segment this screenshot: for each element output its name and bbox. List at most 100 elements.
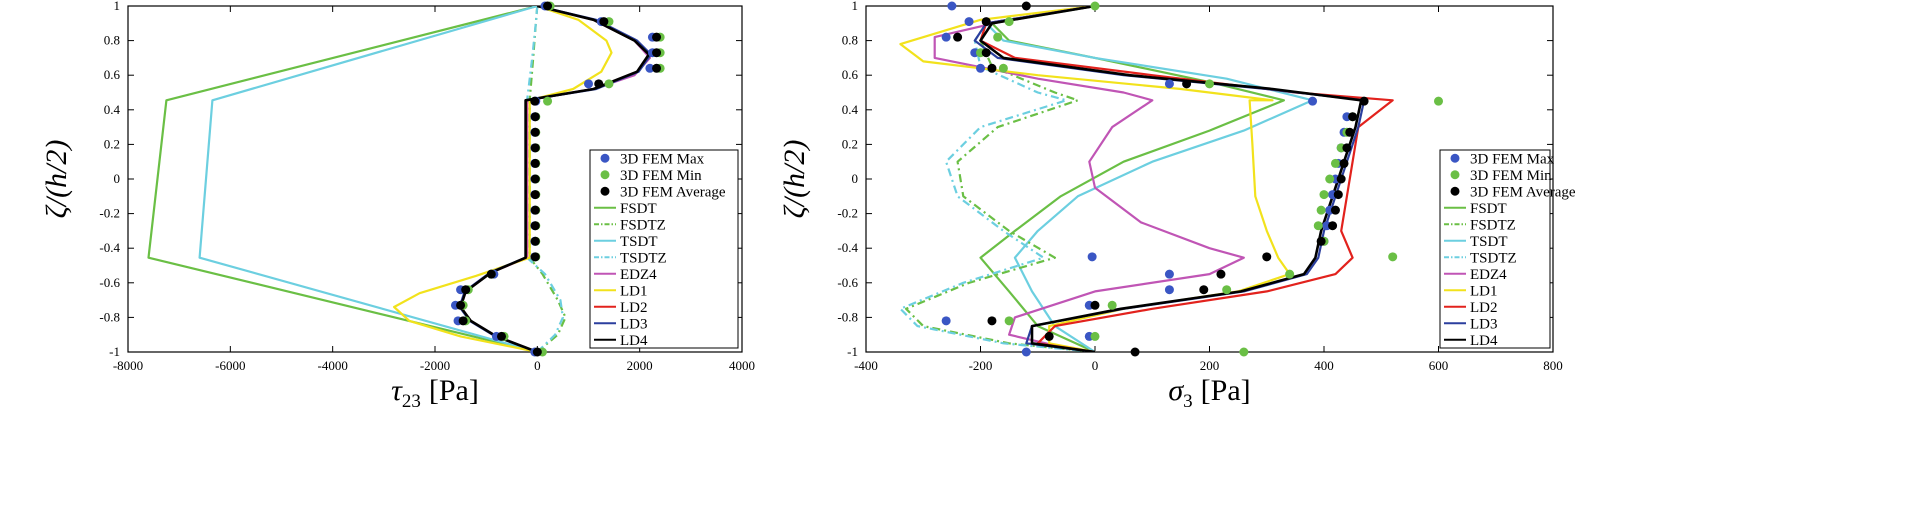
marker-3d-fem-max xyxy=(947,1,957,11)
marker-3d-fem-average xyxy=(652,48,662,58)
marker-3d-fem-min xyxy=(1330,158,1340,168)
marker-3d-fem-average xyxy=(981,48,991,58)
series-line-fsdt xyxy=(147,6,538,352)
marker-3d-fem-max xyxy=(964,17,974,27)
marker-3d-fem-average xyxy=(530,221,540,231)
marker-3d-fem-average xyxy=(1348,112,1358,122)
legend-label: LD3 xyxy=(620,316,648,332)
legend-marker xyxy=(1450,170,1460,180)
legend-label: 3D FEM Average xyxy=(1470,184,1576,200)
y-tick-label: -0.2 xyxy=(837,206,858,221)
y-tick-label: 0.8 xyxy=(104,33,120,48)
marker-3d-fem-average xyxy=(532,347,542,357)
marker-3d-fem-average xyxy=(1044,331,1054,341)
x-tick-label: -4000 xyxy=(317,358,347,373)
x-tick-label: 200 xyxy=(1200,358,1220,373)
marker-3d-fem-average xyxy=(1316,236,1326,246)
x-tick-label: 4000 xyxy=(729,358,755,373)
series-line-tsdt xyxy=(198,6,538,352)
marker-3d-fem-min xyxy=(1388,252,1398,262)
marker-3d-fem-max xyxy=(584,79,593,89)
marker-3d-fem-average xyxy=(1199,285,1209,295)
marker-3d-fem-max xyxy=(1164,285,1174,295)
x-tick-label: 400 xyxy=(1314,358,1334,373)
legend-label: LD2 xyxy=(1470,300,1498,316)
marker-3d-fem-average xyxy=(599,17,609,27)
legend-label: LD4 xyxy=(1470,333,1498,349)
y-tick-label: 0.6 xyxy=(842,67,859,82)
marker-3d-fem-average xyxy=(1328,221,1338,231)
y-tick-label: -0.8 xyxy=(837,309,858,324)
y-tick-label: 0.6 xyxy=(104,67,121,82)
chart-sigma3: -400 -200 0 200 400 600 800 -1 -0.8 -0.6 -0.4 -0.2 0… xyxy=(778,0,1576,412)
marker-3d-fem-average xyxy=(530,190,540,200)
marker-3d-fem-average xyxy=(594,79,604,89)
x-tick-label: -400 xyxy=(854,358,878,373)
marker-3d-fem-average xyxy=(497,331,507,341)
legend-label: TSDTZ xyxy=(1470,250,1517,266)
marker-3d-fem-min xyxy=(1285,269,1295,279)
marker-3d-fem-average xyxy=(1342,143,1352,153)
x-axis-label: τ23 [Pa] xyxy=(391,374,479,412)
marker-3d-fem-average xyxy=(1090,300,1100,310)
y-tick-label: 0.4 xyxy=(842,102,859,117)
series-line-ld1 xyxy=(393,6,613,352)
marker-3d-fem-max xyxy=(1308,96,1318,106)
legend-label: FSDTZ xyxy=(620,217,666,233)
marker-3d-fem-average xyxy=(530,96,540,106)
legend-label: 3D FEM Min xyxy=(620,168,702,184)
marker-3d-fem-average xyxy=(1336,174,1346,184)
marker-3d-fem-min xyxy=(998,63,1008,73)
legend-label: TSDT xyxy=(1470,234,1508,250)
legend-label: LD4 xyxy=(620,333,648,349)
y-tick-label: 0.4 xyxy=(104,102,121,117)
y-axis-label: ζ/(h/2) xyxy=(40,140,73,219)
marker-3d-fem-average xyxy=(987,316,997,326)
y-tick-label: -0.6 xyxy=(99,275,120,290)
marker-3d-fem-min xyxy=(1090,1,1100,11)
series-line-edz4 xyxy=(933,6,1245,352)
marker-3d-fem-average xyxy=(461,285,471,295)
chart-tau23: -8000 -6000 -4000 -2000 0 2000 4000 -1 -0.8 -0.6 -… xyxy=(40,0,755,412)
x-axis-unit: [Pa] xyxy=(429,374,479,407)
marker-3d-fem-max xyxy=(976,63,985,73)
x-axis-symbol: τ xyxy=(391,374,403,407)
x-tick-label: -6000 xyxy=(215,358,245,373)
y-tick-label: 0 xyxy=(114,171,121,186)
marker-3d-fem-min xyxy=(1205,79,1214,89)
y-tick-label: -0.6 xyxy=(837,275,858,290)
legend-label: LD2 xyxy=(620,300,648,316)
series-line-tsdtz xyxy=(526,6,564,352)
y-tick-label: -0.4 xyxy=(99,240,120,255)
x-axis-symbol: σ xyxy=(1168,374,1184,407)
x-tick-label: 600 xyxy=(1429,358,1449,373)
legend-label: 3D FEM Average xyxy=(620,184,726,200)
x-axis-subscript: 3 xyxy=(1183,391,1193,412)
legend-marker xyxy=(600,186,610,196)
y-tick-label: -0.2 xyxy=(99,206,120,221)
legend-label: EDZ4 xyxy=(620,267,657,283)
y-tick-label: 0.8 xyxy=(842,33,858,48)
marker-3d-fem-average xyxy=(530,158,540,168)
legend-label: FSDTZ xyxy=(1470,217,1516,233)
y-tick-label: 0.2 xyxy=(842,136,858,151)
marker-3d-fem-average xyxy=(530,174,540,184)
x-tick-label: 800 xyxy=(1543,358,1563,373)
x-axis-label: σ3 [Pa] xyxy=(1168,374,1250,412)
marker-3d-fem-average xyxy=(1182,79,1192,89)
marker-3d-fem-average xyxy=(953,32,963,42)
marker-3d-fem-max xyxy=(1164,269,1174,279)
marker-3d-fem-max xyxy=(1087,252,1097,262)
legend-label: FSDT xyxy=(1470,201,1507,217)
legend-label: LD1 xyxy=(1470,283,1498,299)
marker-3d-fem-average xyxy=(1130,347,1140,357)
marker-3d-fem-average xyxy=(1262,252,1272,262)
marker-3d-fem-average xyxy=(530,112,540,122)
y-tick-label: -1 xyxy=(109,344,120,359)
legend-label: EDZ4 xyxy=(1470,267,1507,283)
marker-3d-fem-average xyxy=(1339,158,1349,168)
legend-marker xyxy=(600,153,610,163)
marker-3d-fem-average xyxy=(1021,1,1031,11)
y-tick-label: -0.8 xyxy=(99,309,120,324)
